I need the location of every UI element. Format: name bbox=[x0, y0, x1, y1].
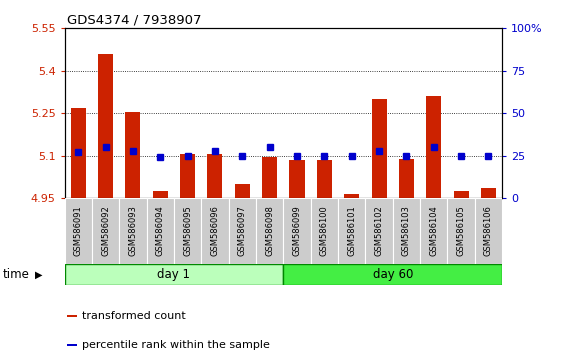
Bar bbox=[67, 344, 77, 347]
Bar bbox=[201, 198, 229, 264]
Bar bbox=[98, 54, 113, 198]
Bar bbox=[365, 198, 393, 264]
Bar bbox=[125, 112, 140, 198]
Text: GSM586103: GSM586103 bbox=[402, 206, 411, 256]
Text: GDS4374 / 7938907: GDS4374 / 7938907 bbox=[67, 13, 202, 27]
Text: GSM586102: GSM586102 bbox=[375, 206, 384, 256]
Bar bbox=[208, 154, 223, 198]
Bar bbox=[92, 198, 119, 264]
Bar bbox=[481, 188, 496, 198]
Text: GSM586099: GSM586099 bbox=[292, 206, 301, 256]
Bar bbox=[71, 108, 86, 198]
Bar bbox=[448, 198, 475, 264]
Text: GSM586095: GSM586095 bbox=[183, 206, 192, 256]
Bar bbox=[317, 160, 332, 198]
Text: GSM586098: GSM586098 bbox=[265, 206, 274, 256]
Bar bbox=[153, 191, 168, 198]
Text: GSM586091: GSM586091 bbox=[73, 206, 82, 256]
Bar bbox=[338, 198, 365, 264]
Text: time: time bbox=[3, 268, 30, 281]
Bar bbox=[262, 157, 277, 198]
Bar bbox=[399, 159, 414, 198]
Text: GSM586100: GSM586100 bbox=[320, 206, 329, 256]
Bar bbox=[393, 198, 420, 264]
Bar bbox=[426, 96, 442, 198]
Text: GSM586106: GSM586106 bbox=[484, 206, 493, 256]
Bar bbox=[229, 198, 256, 264]
Text: ▶: ▶ bbox=[35, 269, 42, 279]
Bar bbox=[371, 99, 387, 198]
Bar bbox=[453, 191, 468, 198]
Bar bbox=[344, 194, 359, 198]
Bar bbox=[311, 198, 338, 264]
Text: GSM586096: GSM586096 bbox=[210, 206, 219, 256]
Bar bbox=[475, 198, 502, 264]
Text: percentile rank within the sample: percentile rank within the sample bbox=[81, 340, 269, 350]
Bar bbox=[420, 198, 448, 264]
Text: GSM586093: GSM586093 bbox=[128, 206, 137, 256]
Bar bbox=[119, 198, 146, 264]
Text: GSM586105: GSM586105 bbox=[457, 206, 466, 256]
Text: GSM586104: GSM586104 bbox=[429, 206, 438, 256]
Bar bbox=[146, 198, 174, 264]
Bar bbox=[180, 154, 195, 198]
Bar bbox=[283, 264, 502, 285]
Bar bbox=[65, 198, 92, 264]
Text: GSM586097: GSM586097 bbox=[238, 206, 247, 256]
Bar bbox=[234, 184, 250, 198]
Text: day 60: day 60 bbox=[373, 268, 413, 281]
Text: transformed count: transformed count bbox=[81, 311, 185, 321]
Bar bbox=[174, 198, 201, 264]
Bar bbox=[256, 198, 283, 264]
Text: day 1: day 1 bbox=[158, 268, 190, 281]
Bar bbox=[65, 264, 283, 285]
Bar bbox=[67, 315, 77, 317]
Bar bbox=[289, 160, 305, 198]
Text: GSM586092: GSM586092 bbox=[101, 206, 110, 256]
Text: GSM586101: GSM586101 bbox=[347, 206, 356, 256]
Text: GSM586094: GSM586094 bbox=[156, 206, 165, 256]
Bar bbox=[283, 198, 311, 264]
